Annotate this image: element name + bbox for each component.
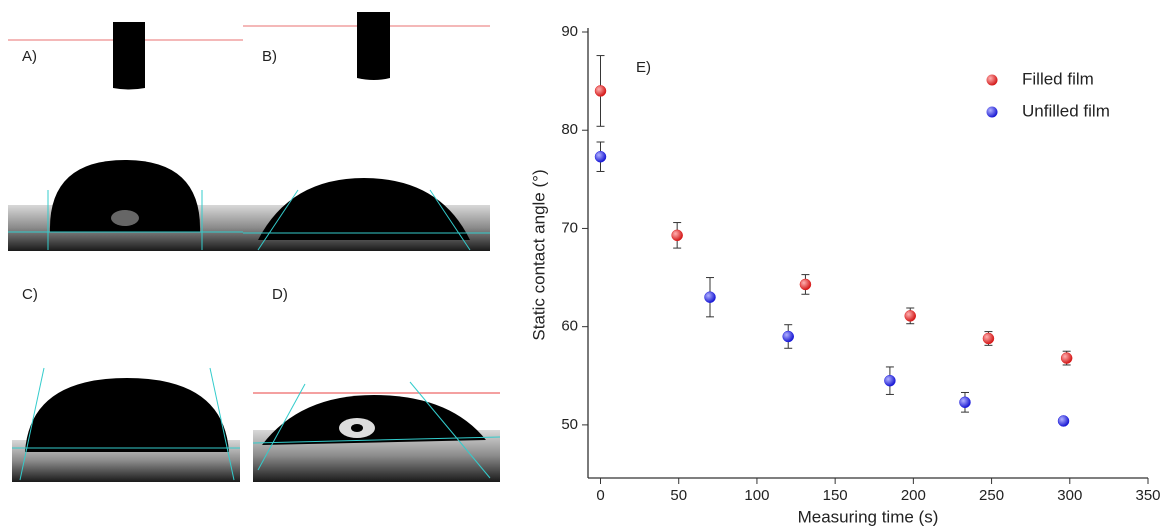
legend-marker [986,106,998,118]
point [982,332,995,345]
point [1057,415,1070,427]
y-tick-label: 90 [561,23,578,40]
x-axis-label: Measuring time (s) [798,507,939,526]
y-tick-label: 60 [561,318,578,335]
panel-a [8,22,243,251]
panel-label: E) [636,59,651,76]
point [904,310,916,322]
x-tick-label: 150 [823,487,848,504]
point [704,291,716,303]
y-tick-label: 50 [561,416,578,433]
x-tick-label: 200 [901,487,926,504]
point [884,374,896,387]
panel-label: A) [22,48,37,65]
x-tick-label: 100 [744,487,769,504]
panel-c [12,367,240,482]
point [594,85,607,97]
x-tick-label: 0 [596,487,604,504]
point [594,150,607,163]
x-tick-label: 350 [1135,487,1160,504]
point [671,229,683,242]
y-tick-label: 70 [561,219,578,236]
y-tick-label: 80 [561,121,578,138]
panel-b [243,12,490,251]
legend-marker [986,74,998,86]
panel-label: B) [262,48,277,65]
y-axis-label: Static contact angle (°) [529,169,548,340]
point [782,330,794,343]
legend-label: Filled film [1022,69,1094,88]
point [799,278,812,291]
x-tick-label: 50 [670,487,687,504]
panel-label: C) [22,286,38,303]
point [1060,352,1073,364]
x-tick-label: 250 [979,487,1004,504]
panel-label: D) [272,286,288,303]
point [959,396,971,409]
panel-d [252,381,501,482]
x-tick-label: 300 [1057,487,1082,504]
legend-label: Unfilled film [1022,101,1110,120]
